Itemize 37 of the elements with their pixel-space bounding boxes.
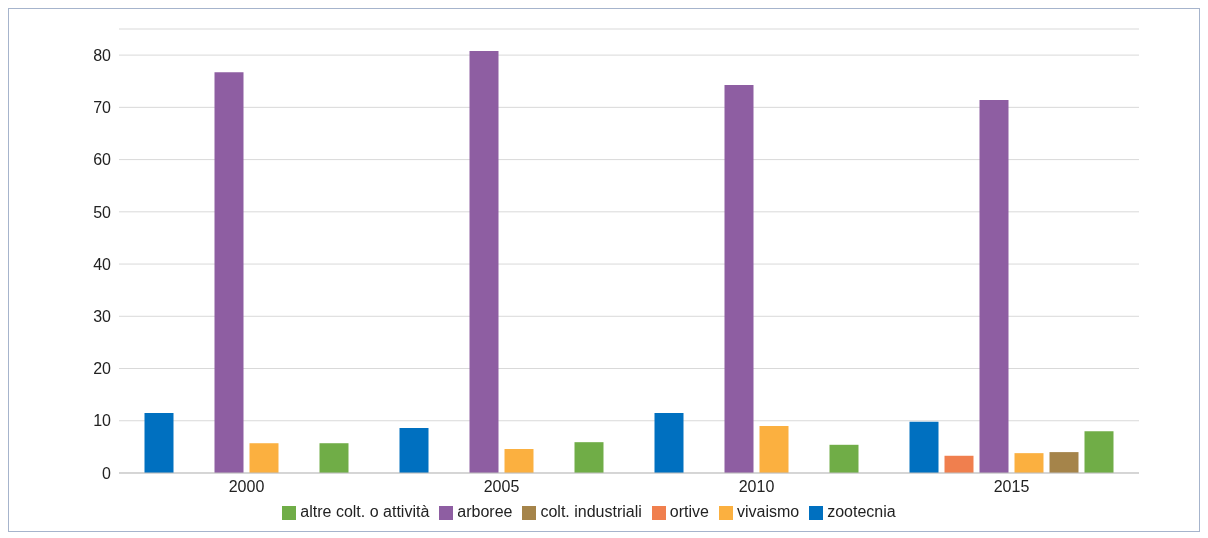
legend-label: arboree [457, 503, 513, 520]
bar [909, 421, 939, 473]
y-tick-label: 80 [93, 46, 112, 64]
bar [1084, 431, 1114, 473]
bar [829, 444, 859, 473]
bar [319, 443, 349, 473]
y-tick-label: 60 [93, 151, 112, 169]
bar [504, 448, 534, 473]
y-tick-label: 50 [93, 203, 112, 221]
y-tick-label: 20 [93, 360, 112, 378]
bar [399, 428, 429, 473]
y-tick-label: 40 [93, 255, 112, 273]
x-tick-label: 2015 [993, 478, 1030, 496]
x-tick-label: 2010 [738, 478, 775, 496]
bar [1049, 452, 1079, 473]
y-tick-label: 70 [93, 99, 112, 117]
bar [469, 50, 499, 473]
bar [724, 84, 754, 473]
legend-label: altre colt. o attività [300, 503, 430, 520]
legend-label: colt. industriali [540, 503, 642, 520]
bar [1014, 453, 1044, 473]
bar [979, 100, 1009, 473]
bar [249, 443, 279, 473]
bar [759, 425, 789, 473]
bar [574, 442, 604, 473]
legend-label: zootecnia [827, 503, 896, 520]
legend-label: ortive [669, 503, 709, 520]
y-tick-label: 10 [93, 412, 112, 430]
bar [144, 412, 174, 473]
x-tick-label: 2005 [483, 478, 520, 496]
bar [944, 455, 974, 473]
legend-label: vivaismo [736, 503, 800, 520]
bar [214, 72, 244, 473]
y-tick-label: 30 [93, 307, 112, 325]
x-tick-label: 2000 [228, 478, 265, 496]
y-tick-label: 0 [102, 464, 112, 482]
bar [654, 412, 684, 473]
